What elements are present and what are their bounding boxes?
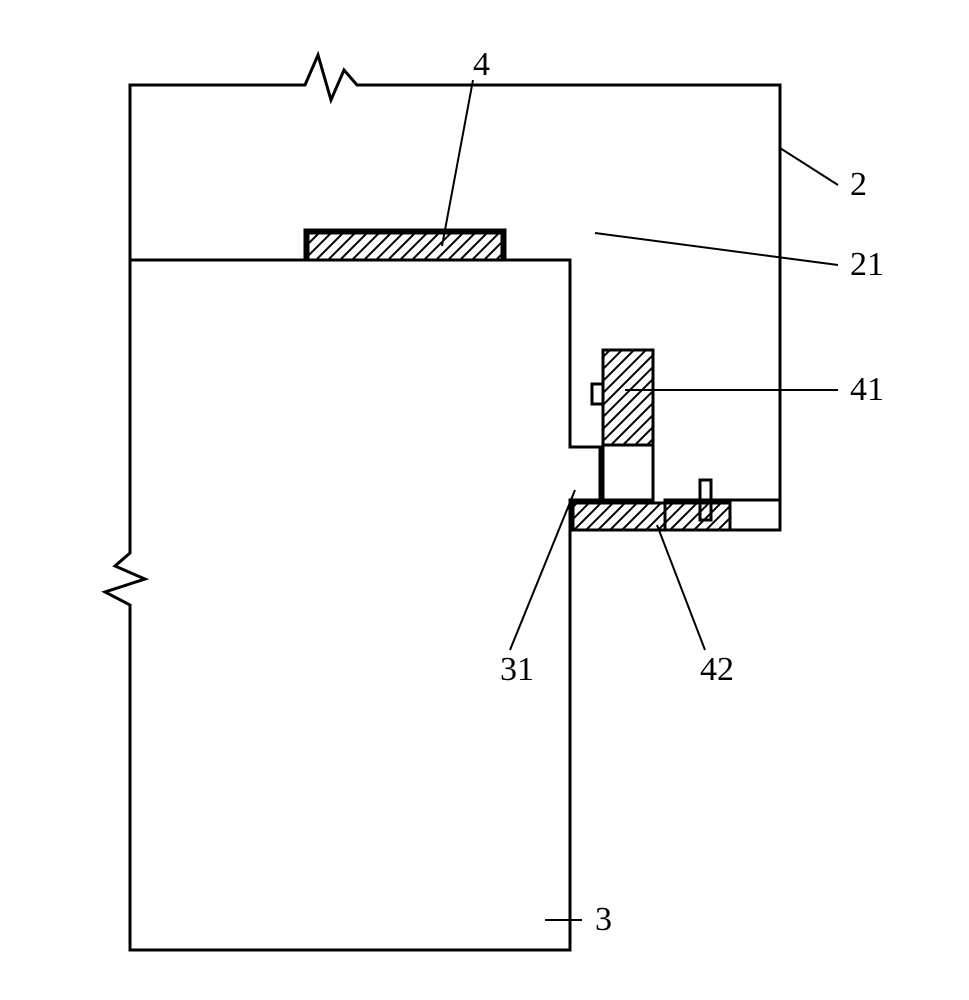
label-l3: 3: [595, 901, 612, 938]
aux-rect-1: [592, 384, 603, 404]
hatched-region-1: [603, 350, 653, 445]
label-l4: 4: [473, 46, 490, 83]
label-l31: 31: [500, 651, 534, 688]
label-l21: 21: [850, 246, 884, 283]
leader-l31: [510, 490, 575, 650]
technical-diagram: 42214131423: [0, 0, 969, 1000]
inner-outline: [130, 230, 780, 530]
leader-l42: [657, 525, 705, 650]
leader-l2: [780, 148, 838, 185]
hatched-region-2: [573, 503, 730, 530]
label-l41: 41: [850, 371, 884, 408]
label-l2: 2: [850, 166, 867, 203]
hatched-region-0: [308, 233, 502, 260]
label-l42: 42: [700, 651, 734, 688]
leader-l4: [442, 80, 473, 246]
leader-l21: [595, 233, 838, 265]
